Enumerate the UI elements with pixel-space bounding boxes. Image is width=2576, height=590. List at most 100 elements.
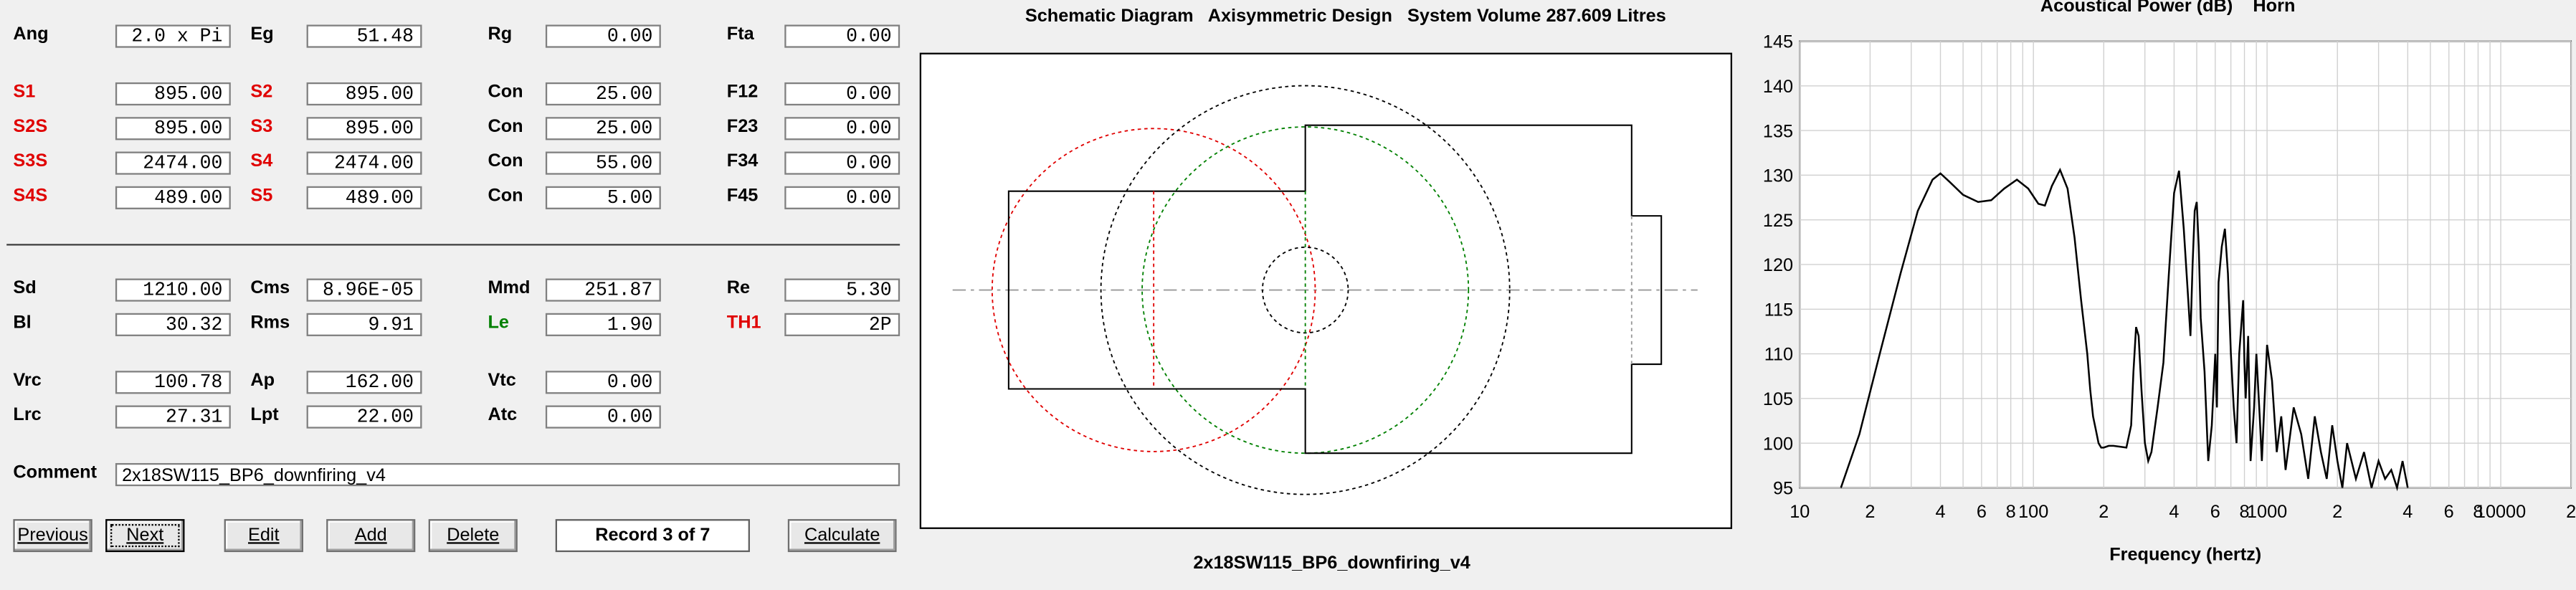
param-label-s2: S2 [250, 82, 273, 103]
x-tick-label: 6 [2444, 502, 2454, 522]
schematic-svg [952, 85, 1698, 495]
param-label-s4: S4 [250, 151, 273, 172]
param-label-ap: Ap [250, 371, 275, 391]
param-label-s3: S3 [250, 117, 273, 137]
param-field-con[interactable]: 25.00 [545, 117, 661, 141]
y-tick-label: 145 [1763, 32, 1793, 52]
x-tick-label: 2 [2332, 502, 2342, 522]
next-button-label: Next [126, 525, 164, 546]
edit-button-label: Edit [248, 525, 280, 546]
previous-button[interactable]: Previous [13, 519, 92, 553]
param-label-f45: F45 [726, 186, 759, 206]
param-field-bl[interactable]: 30.32 [115, 313, 231, 336]
param-field-rg[interactable]: 0.00 [545, 24, 661, 48]
param-field-re[interactable]: 5.30 [784, 278, 900, 302]
chart-title: Acoustical Power (dB) Horn [2040, 0, 2296, 16]
add-button[interactable]: Add [326, 519, 416, 553]
param-field-s1[interactable]: 895.00 [115, 82, 231, 106]
x-tick-label: 2 [2566, 502, 2576, 522]
calculate-button[interactable]: Calculate [787, 519, 897, 553]
param-label-f34: F34 [726, 151, 759, 172]
param-field-ang[interactable]: 2.0 x Pi [115, 24, 231, 48]
x-tick-label: 2 [1865, 502, 1875, 522]
param-field-lrc[interactable]: 27.31 [115, 405, 231, 429]
record-indicator: Record 3 of 7 [555, 519, 750, 553]
schematic-title: Schematic Diagram Axisymmetric Design Sy… [1025, 6, 1666, 27]
schematic-diagram [919, 52, 1733, 529]
param-field-mmd[interactable]: 251.87 [545, 278, 661, 302]
param-label-ang: Ang [13, 24, 49, 45]
param-field-atc[interactable]: 0.00 [545, 405, 661, 429]
x-tick-label: 4 [2169, 502, 2179, 522]
param-field-vrc[interactable]: 100.78 [115, 371, 231, 394]
param-field-con[interactable]: 25.00 [545, 82, 661, 106]
param-label-con: Con [488, 117, 523, 137]
param-field-le[interactable]: 1.90 [545, 313, 661, 336]
param-field-f12[interactable]: 0.00 [784, 82, 900, 106]
param-field-f23[interactable]: 0.00 [784, 117, 900, 141]
param-field-cms[interactable]: 8.96E-05 [306, 278, 422, 302]
schematic-title-a: Schematic Diagram [1025, 6, 1194, 27]
edit-button[interactable]: Edit [224, 519, 303, 553]
x-tick-label: 8 [2006, 502, 2016, 522]
param-field-s2[interactable]: 895.00 [306, 82, 422, 106]
param-field-s4s[interactable]: 489.00 [115, 186, 231, 209]
x-tick-label: 4 [2402, 502, 2413, 522]
add-button-label: Add [354, 525, 387, 546]
param-field-lpt[interactable]: 22.00 [306, 405, 422, 429]
delete-button[interactable]: Delete [428, 519, 518, 553]
y-tick-label: 100 [1763, 434, 1793, 454]
param-field-s2s[interactable]: 895.00 [115, 117, 231, 141]
param-label-s4s: S4S [13, 186, 48, 206]
param-field-f34[interactable]: 0.00 [784, 151, 900, 175]
schematic-caption: 2x18SW115_BP6_downfiring_v4 [1193, 553, 1470, 574]
param-label-fta: Fta [726, 24, 754, 45]
x-axis-label: Frequency (hertz) [2109, 545, 2261, 565]
param-field-sd[interactable]: 1210.00 [115, 278, 231, 302]
x-tick-label: 4 [1935, 502, 1945, 522]
param-field-s5[interactable]: 489.00 [306, 186, 422, 209]
param-label-sd: Sd [13, 278, 37, 299]
param-label-lrc: Lrc [13, 405, 42, 426]
param-field-s4[interactable]: 2474.00 [306, 151, 422, 175]
y-tick-label: 95 [1773, 479, 1793, 499]
y-tick-label: 110 [1764, 345, 1793, 365]
comment-label: Comment [13, 462, 98, 483]
x-tick-label: 100 [2018, 502, 2048, 522]
driver-circle-red [991, 128, 1316, 452]
param-label-f23: F23 [726, 117, 759, 137]
y-tick-label: 140 [1763, 77, 1793, 97]
x-tick-label: 10000 [2476, 502, 2526, 522]
param-field-ap[interactable]: 162.00 [306, 371, 422, 394]
param-field-th1[interactable]: 2P [784, 313, 900, 336]
calculate-button-label: Calculate [804, 525, 880, 546]
param-field-con[interactable]: 5.00 [545, 186, 661, 209]
schematic-title-c: System Volume 287.609 Litres [1407, 6, 1666, 27]
x-tick-label: 6 [1977, 502, 1987, 522]
param-label-bl: Bl [13, 313, 32, 333]
param-label-vtc: Vtc [488, 371, 516, 391]
param-label-lpt: Lpt [250, 405, 279, 426]
param-field-con[interactable]: 55.00 [545, 151, 661, 175]
next-button[interactable]: Next [105, 519, 185, 553]
param-field-f45[interactable]: 0.00 [784, 186, 900, 209]
param-field-eg[interactable]: 51.48 [306, 24, 422, 48]
param-label-con: Con [488, 151, 523, 172]
param-label-s2s: S2S [13, 117, 48, 137]
power-response-line [1840, 167, 2409, 492]
x-tick-label: 8 [2473, 502, 2483, 522]
param-label-re: Re [726, 278, 751, 299]
param-label-f12: F12 [726, 82, 759, 103]
param-label-cms: Cms [250, 278, 290, 299]
param-field-rms[interactable]: 9.91 [306, 313, 422, 336]
param-field-fta[interactable]: 0.00 [784, 24, 900, 48]
delete-button-label: Delete [447, 525, 500, 546]
param-field-s3[interactable]: 895.00 [306, 117, 422, 141]
x-tick-label: 6 [2210, 502, 2220, 522]
param-field-s3s[interactable]: 2474.00 [115, 151, 231, 175]
x-tick-label: 8 [2239, 502, 2249, 522]
param-field-vtc[interactable]: 0.00 [545, 371, 661, 394]
comment-field[interactable]: 2x18SW115_BP6_downfiring_v4 [115, 462, 900, 487]
param-label-rms: Rms [250, 313, 290, 333]
